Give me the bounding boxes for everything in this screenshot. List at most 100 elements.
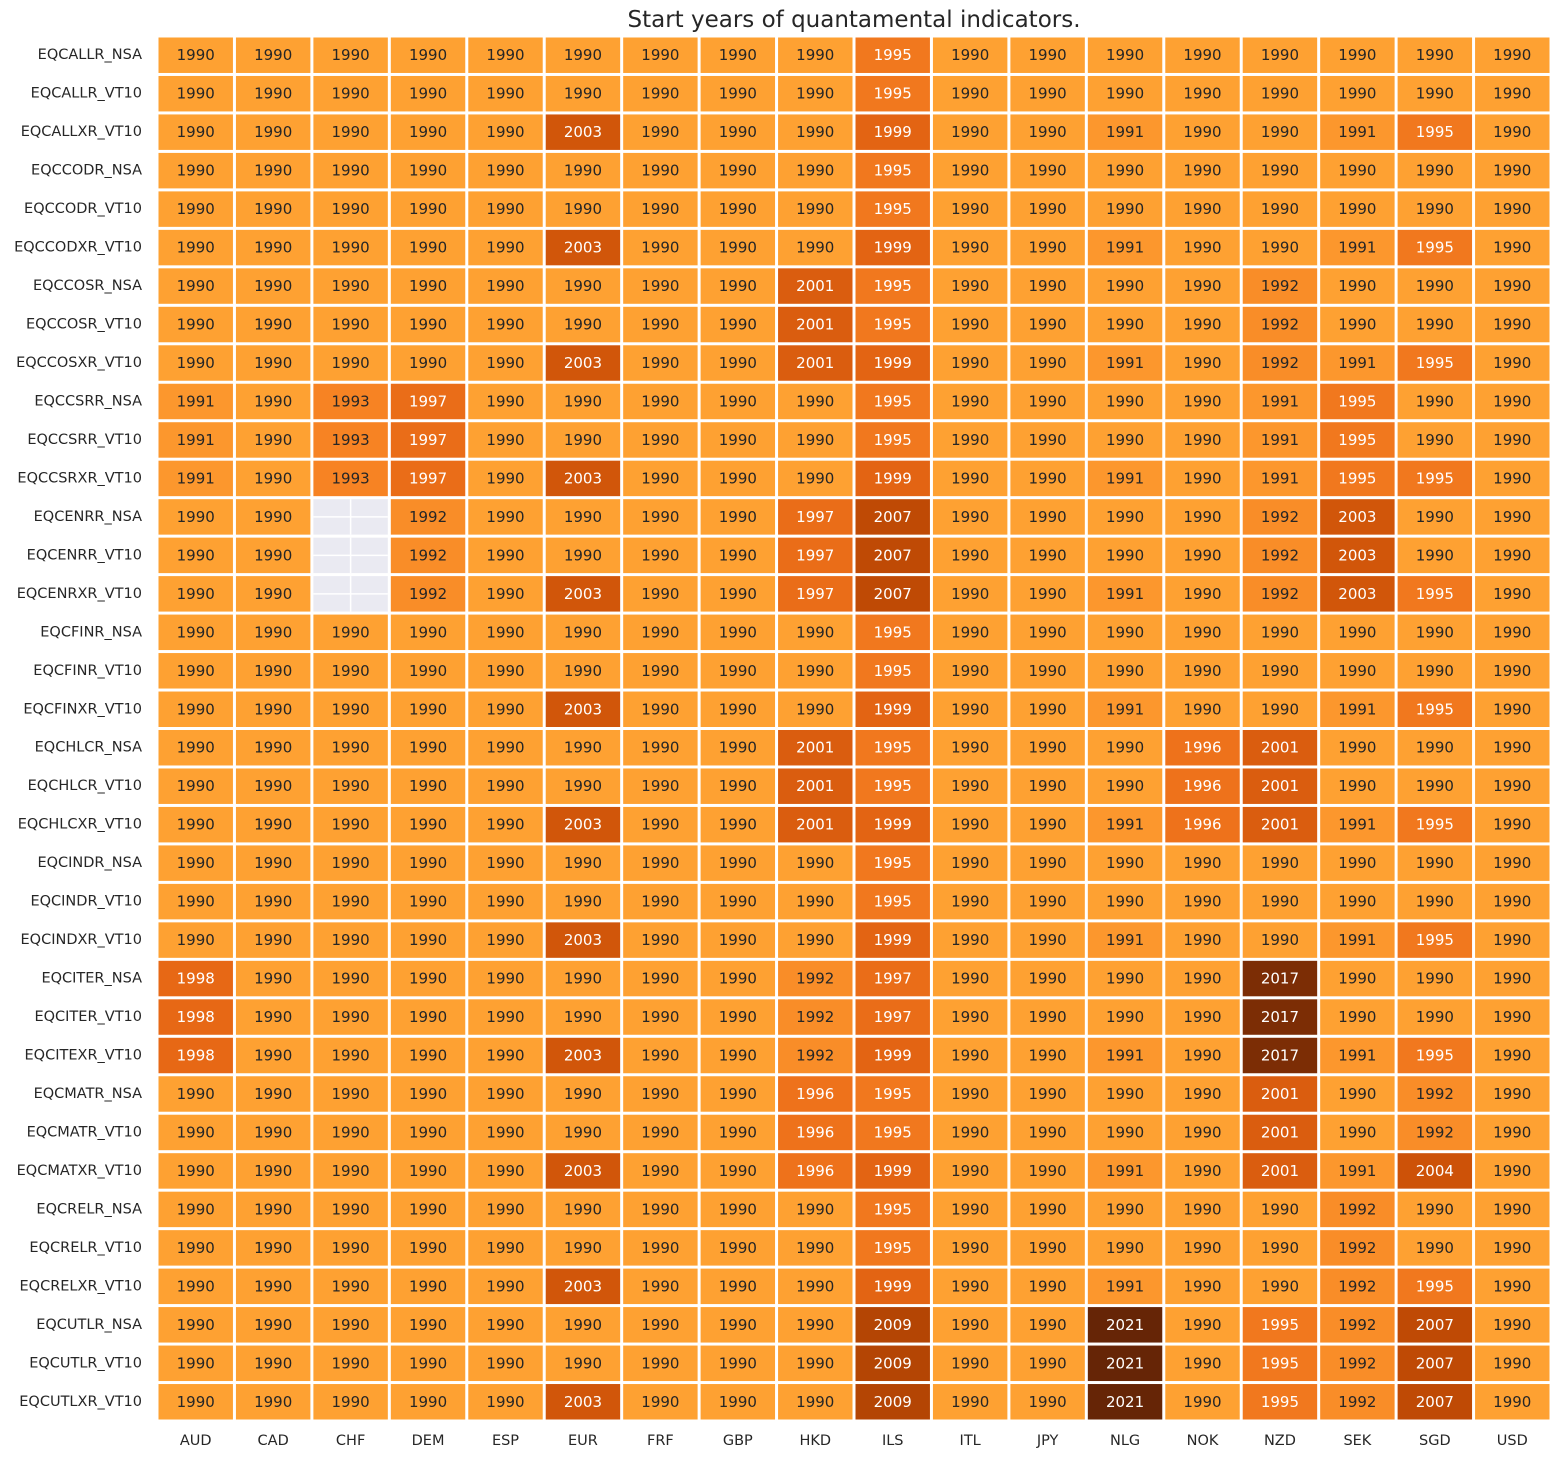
heatmap-cell (390, 653, 466, 689)
cell-value-label: 1990 (1183, 200, 1221, 218)
cell-value-label: 2017 (1261, 970, 1299, 988)
y-tick-label: EQCITEXR_VT10 (25, 1048, 142, 1064)
y-tick-label: EQCUTLR_VT10 (29, 1355, 142, 1371)
cell-value-label: 1990 (1029, 46, 1067, 64)
heatmap-cell (1475, 345, 1550, 381)
heatmap-cell (545, 922, 621, 958)
heatmap-cell (1397, 268, 1473, 304)
heatmap-cell (1475, 383, 1550, 420)
cell-value-label: 1990 (177, 854, 215, 872)
heatmap-cell (778, 768, 853, 804)
cell-value-label: 1990 (1416, 431, 1454, 449)
cell-value-label: 1990 (486, 739, 524, 757)
cell-value-label: 1990 (332, 316, 370, 334)
heatmap-cell (1087, 1191, 1163, 1228)
cell-value-label: 1990 (719, 1277, 757, 1295)
cell-value-label: 1990 (1106, 431, 1144, 449)
cell-value-label: 1990 (1183, 162, 1221, 180)
cell-value-label: 1992 (409, 508, 447, 526)
cell-value-label: 1990 (254, 1085, 292, 1103)
cell-value-label: 2003 (1338, 585, 1376, 603)
heatmap-cell (855, 114, 930, 150)
cell-value-label: 1997 (796, 546, 834, 564)
heatmap-cell (235, 37, 311, 73)
cell-value-label: 1990 (719, 277, 757, 295)
heatmap-cell (1397, 730, 1473, 766)
cell-value-label: 1990 (177, 508, 215, 526)
cell-value-label: 1990 (564, 739, 602, 757)
heatmap-cell (778, 1191, 853, 1228)
cell-value-label: 1995 (1416, 469, 1454, 487)
cell-value-label: 1990 (1029, 700, 1067, 718)
heatmap-cell (158, 806, 233, 843)
cell-value-label: 1990 (1106, 1200, 1144, 1218)
cell-value-label: 1990 (1416, 546, 1454, 564)
heatmap-cell (158, 1345, 233, 1382)
heatmap-cell (390, 768, 466, 804)
heatmap-cell (855, 152, 930, 189)
cell-value-label: 1990 (1183, 277, 1221, 295)
heatmap-cell (932, 1191, 1008, 1228)
heatmap-cell (778, 537, 853, 574)
x-tick-label: HKD (799, 1433, 831, 1449)
heatmap-cell (855, 1384, 930, 1420)
cell-value-label: 1990 (719, 1316, 757, 1334)
heatmap-cell (855, 768, 930, 804)
heatmap-cell (932, 152, 1008, 189)
heatmap-cell (1475, 268, 1550, 304)
cell-value-label: 1990 (564, 777, 602, 795)
cell-value-label: 1990 (951, 739, 989, 757)
heatmap-cell (855, 806, 930, 843)
cell-value-label: 1990 (951, 1123, 989, 1141)
heatmap-cell (700, 653, 776, 689)
cell-value-label: 1991 (1106, 469, 1144, 487)
heatmap-cell (158, 191, 233, 227)
cell-value-label: 2003 (564, 931, 602, 949)
heatmap-cell (468, 1307, 543, 1343)
cell-value-label: 1990 (1106, 970, 1144, 988)
cell-value-label: 1990 (332, 1162, 370, 1180)
cell-value-label: 1995 (874, 200, 912, 218)
cell-value-label: 1990 (177, 1085, 215, 1103)
heatmap-cell (158, 345, 233, 381)
cell-value-label: 1990 (1493, 970, 1531, 988)
cell-value-label: 1990 (1106, 316, 1144, 334)
cell-value-label: 2003 (564, 700, 602, 718)
heatmap-cell (1010, 114, 1085, 150)
heatmap-cell (700, 768, 776, 804)
heatmap-cell (313, 1384, 388, 1420)
heatmap-cell (1242, 691, 1318, 727)
cell-value-label: 1990 (1106, 893, 1144, 911)
heatmap-cell (932, 653, 1008, 689)
heatmap-cell (545, 1191, 621, 1228)
cell-value-label: 1995 (874, 46, 912, 64)
heatmap-cell (778, 691, 853, 727)
heatmap-cell (778, 1114, 853, 1151)
cell-value-label: 1991 (1338, 1162, 1376, 1180)
heatmap-cell (235, 422, 311, 458)
y-tick-label: EQCINDXR_VT10 (21, 932, 142, 948)
cell-value-label: 1995 (874, 893, 912, 911)
heatmap-cell (545, 1345, 621, 1382)
cell-value-label: 1990 (1338, 1123, 1376, 1141)
heatmap-cell (1320, 883, 1395, 920)
heatmap-cell (1397, 75, 1473, 112)
cell-value-label: 1990 (1029, 1393, 1067, 1411)
cell-value-label: 1991 (1338, 700, 1376, 718)
cell-value-label: 2003 (564, 469, 602, 487)
cell-value-label: 1990 (1029, 1316, 1067, 1334)
heatmap-cell (235, 1230, 311, 1266)
cell-value-label: 1990 (1338, 46, 1376, 64)
cell-value-label: 1990 (486, 1354, 524, 1372)
heatmap-cell (1010, 1114, 1085, 1151)
heatmap-cell (932, 1345, 1008, 1382)
cell-value-label: 1990 (1183, 1162, 1221, 1180)
cell-value-label: 1990 (951, 1239, 989, 1257)
cell-value-label: 1990 (1029, 123, 1067, 141)
heatmap-cell (1397, 1114, 1473, 1151)
heatmap-cell (1010, 345, 1085, 381)
cell-value-label: 1990 (951, 1200, 989, 1218)
cell-value-label: 1995 (1416, 700, 1454, 718)
heatmap-cell (235, 768, 311, 804)
heatmap-cell (1242, 422, 1318, 458)
